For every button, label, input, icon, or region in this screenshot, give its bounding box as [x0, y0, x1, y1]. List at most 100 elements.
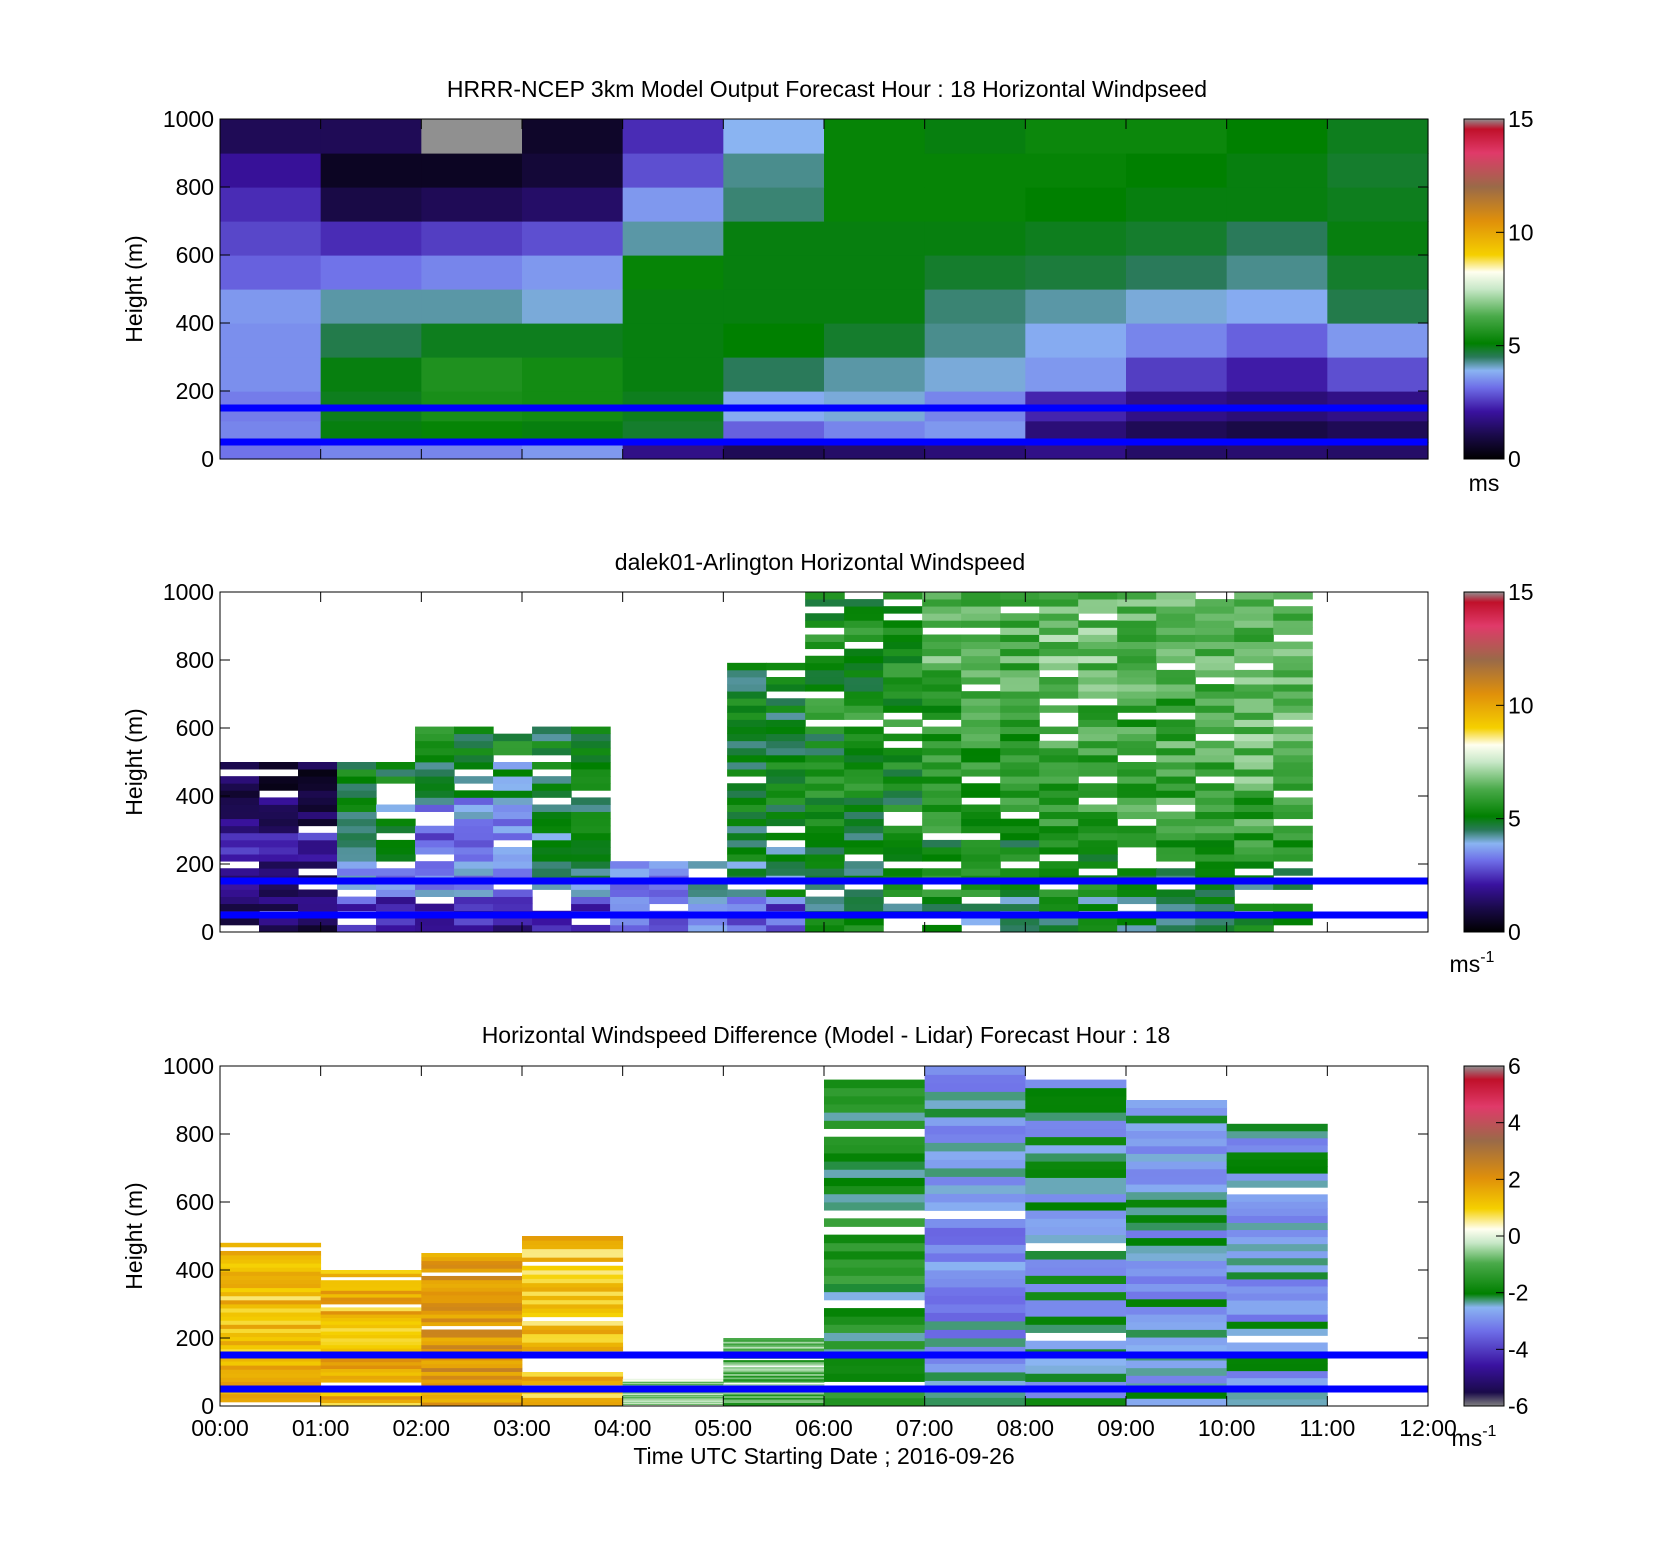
heatmap-cell [320, 1395, 422, 1400]
heatmap-cell [922, 712, 962, 720]
heatmap-cell [1000, 832, 1040, 841]
heatmap-cell [421, 1360, 523, 1365]
heatmap-cell [1226, 1250, 1328, 1259]
heatmap-cell [727, 783, 767, 791]
heatmap-cell [824, 1316, 926, 1325]
heatmap-cell [924, 221, 1026, 256]
heatmap-cell [493, 903, 533, 912]
heatmap-cells [220, 119, 1429, 460]
heatmap-cell [924, 1117, 1026, 1126]
heatmap-cell [805, 662, 845, 671]
colorbar-unit: ms-1 [1452, 1423, 1497, 1451]
heatmap-cell [415, 733, 455, 742]
heatmap-cell [1039, 648, 1079, 657]
x-tick-label: 02:00 [393, 1415, 451, 1441]
heatmap-cell [1195, 634, 1235, 642]
heatmap-cell [805, 698, 845, 706]
heatmap-cell [522, 1295, 624, 1301]
heatmap-cell [844, 747, 884, 756]
heatmap-cell [337, 811, 377, 820]
heatmap-cell [376, 889, 416, 897]
heatmap-cell [522, 1380, 624, 1386]
heatmap-cell [844, 705, 884, 713]
heatmap-cell [1078, 754, 1118, 763]
heatmap-cell [220, 1267, 322, 1272]
heatmap-cell [924, 1321, 1026, 1330]
heatmap-cell [1000, 712, 1040, 720]
heatmap-cell [1078, 655, 1118, 664]
heatmap-cell [922, 662, 962, 671]
heatmap-cell [421, 289, 523, 324]
heatmap-cell [824, 323, 926, 358]
heatmap-cell [1273, 684, 1313, 692]
heatmap-cell [421, 1275, 523, 1281]
heatmap-cell [723, 1400, 825, 1403]
heatmap-cell [961, 634, 1001, 642]
heatmap-cell [421, 1264, 523, 1269]
heatmap-cell [1025, 221, 1127, 256]
heatmap-cell [1234, 648, 1274, 657]
heatmap-cell [723, 357, 825, 392]
heatmap-cell [1226, 1166, 1328, 1174]
heatmap-cell [844, 868, 884, 876]
heatmap-cell [805, 776, 845, 784]
heatmap-cell [924, 1134, 1026, 1143]
heatmap-cell [259, 917, 299, 926]
heatmap-cell [610, 924, 650, 933]
heatmap-cell [1039, 776, 1079, 784]
heatmap-cell [532, 733, 572, 742]
heatmap-cell [1234, 740, 1274, 749]
heatmap-cell [727, 818, 767, 827]
colorbar-tick-label: 10 [1508, 692, 1534, 718]
heatmap-cell [220, 1340, 322, 1346]
y-axis-label: Height (m) [121, 235, 147, 342]
heatmap-cell [1039, 861, 1079, 869]
heatmap-cell [1078, 818, 1118, 827]
heatmap-cell [320, 1365, 422, 1369]
heatmap-cell [723, 1399, 825, 1402]
heatmap-cell [1273, 903, 1313, 912]
colorbar-unit: ms [1469, 470, 1500, 496]
heatmap-cell [844, 825, 884, 834]
heatmap-cell [723, 1404, 825, 1407]
heatmap-cell [924, 1202, 1026, 1211]
heatmap-cell [1234, 655, 1274, 664]
heatmap-cell [1039, 613, 1079, 621]
heatmap-cell [824, 1291, 926, 1301]
heatmap-cell [376, 903, 416, 912]
heatmap-cell [1078, 705, 1118, 713]
heatmap-cell [1078, 847, 1118, 855]
heatmap-cell [1117, 762, 1157, 770]
heatmap-cell [1226, 1342, 1328, 1350]
heatmap-cell [727, 677, 767, 685]
heatmap-cell [1126, 1283, 1228, 1292]
heatmap-cell [824, 1389, 926, 1399]
heatmap-cell [1226, 1377, 1328, 1386]
heatmap-cell [1078, 769, 1118, 777]
heatmap-cell [415, 832, 455, 841]
heatmap-cell [320, 1321, 422, 1325]
heatmap-cell [1000, 641, 1040, 650]
heatmap-cell [805, 769, 845, 777]
heatmap-cell [1039, 754, 1079, 763]
heatmap-cell [924, 1278, 1026, 1288]
heatmap-cell [1126, 1122, 1228, 1131]
heatmap-cell [824, 1373, 926, 1382]
heatmap-cell [844, 662, 884, 671]
heatmap-cell [1025, 1177, 1127, 1187]
heatmap-cell [805, 705, 845, 713]
heatmap-cell [532, 726, 572, 735]
heatmap-cell [924, 289, 1026, 324]
heatmap-cell [1039, 797, 1079, 805]
heatmap-cell [805, 917, 845, 926]
heatmap-cell [1273, 917, 1313, 926]
heatmap-cell [727, 804, 767, 812]
heatmap-cell [320, 1358, 422, 1363]
heatmap-cell [1195, 740, 1235, 749]
heatmap-cell [824, 1087, 926, 1097]
model-panel: HRRR-NCEP 3km Model Output Forecast Hour… [121, 76, 1534, 496]
heatmap-cell [1156, 627, 1196, 635]
heatmap-cell [421, 153, 523, 188]
heatmap-cell [1025, 1136, 1127, 1146]
heatmap-cell [1226, 1293, 1328, 1301]
